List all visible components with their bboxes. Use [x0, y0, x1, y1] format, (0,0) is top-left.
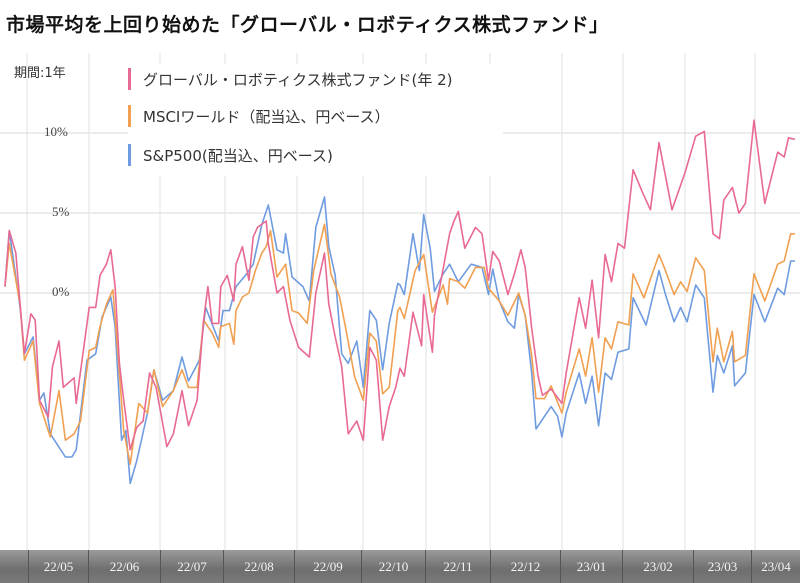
- legend-label: S&P500(配当込、円ベース): [143, 146, 333, 165]
- series-line-2: [4, 196, 795, 485]
- period-label: 期間:1年: [14, 66, 66, 81]
- legend-label: MSCIワールド（配当込、円ベース）: [143, 107, 390, 126]
- y-tick-label: 10%: [44, 124, 68, 139]
- legend-item[interactable]: S&P500(配当込、円ベース): [128, 144, 333, 166]
- legend-swatch: [128, 68, 131, 90]
- legend-swatch: [128, 144, 131, 166]
- x-tick-label: 22/07: [161, 550, 224, 583]
- chart-title: 市場平均を上回り始めた「グローバル・ロボティクス株式ファンド」: [6, 14, 609, 36]
- series-lines: [4, 119, 796, 485]
- series-line-1: [4, 223, 795, 466]
- legend-item[interactable]: グローバル・ロボティクス株式ファンド(年 2): [128, 68, 453, 90]
- x-tick-label: 23/04: [761, 558, 791, 574]
- x-tick-label: 23/02: [623, 550, 694, 583]
- x-tick-label: 22/05: [29, 550, 89, 583]
- x-tick-label: 23/03: [694, 550, 752, 583]
- x-tick-label: 22/08: [224, 550, 295, 583]
- x-tick-label: 23/01: [561, 550, 623, 583]
- y-tick-label: 0%: [52, 284, 70, 299]
- legend: グローバル・ロボティクス株式ファンド(年 2) MSCIワールド（配当込、円ベー…: [128, 64, 503, 176]
- x-tick-label: 22/09: [295, 550, 362, 583]
- x-axis-spacer: [0, 550, 29, 583]
- legend-swatch: [128, 105, 131, 127]
- x-tick-label: 22/11: [426, 550, 491, 583]
- x-tick-label: 22/06: [89, 550, 161, 583]
- x-tick-label: 22/12: [491, 550, 561, 583]
- legend-item[interactable]: MSCIワールド（配当込、円ベース）: [128, 105, 390, 127]
- series-line-0: [4, 119, 796, 451]
- x-tick-label: 22/10: [362, 550, 426, 583]
- legend-label: グローバル・ロボティクス株式ファンド(年 2): [143, 70, 453, 89]
- y-tick-label: 5%: [52, 204, 70, 219]
- x-axis: 22/05 22/06 22/07 22/08 22/09 22/10 22/1…: [0, 550, 800, 583]
